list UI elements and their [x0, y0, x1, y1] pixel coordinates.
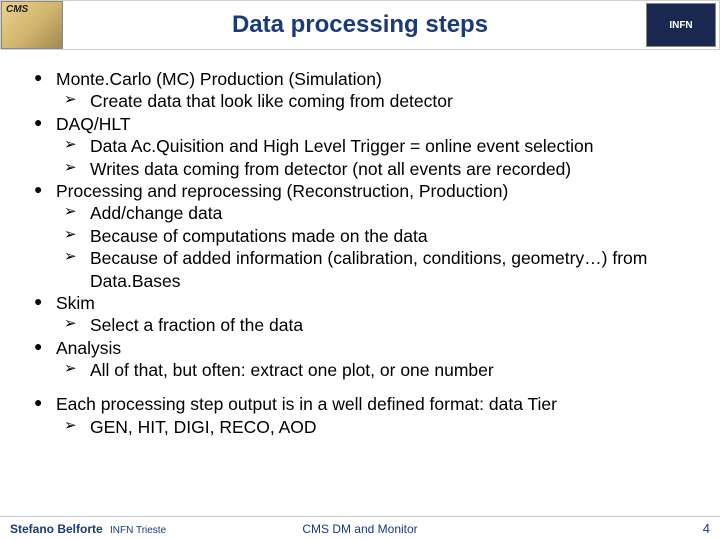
author-affiliation: INFN Trieste — [110, 525, 166, 536]
footer-bar: Stefano Belforte INFN Trieste CMS DM and… — [0, 516, 720, 540]
bullet-sub-item: Data Ac.Quisition and High Level Trigger… — [64, 135, 690, 157]
bullet-sub-item: Because of computations made on the data — [64, 225, 690, 247]
bullet-sub-item: All of that, but often: extract one plot… — [64, 359, 690, 381]
slide-title: Data processing steps — [232, 11, 488, 39]
bullet-sub-item: GEN, HIT, DIGI, RECO, AOD — [64, 416, 690, 438]
bullet-sub-item: Because of added information (calibratio… — [64, 247, 690, 292]
bullet-item: Monte.Carlo (MC) Production (Simulation) — [34, 68, 690, 90]
bullet-item: Skim — [34, 292, 690, 314]
footer-author: Stefano Belforte INFN Trieste — [10, 522, 166, 536]
bullet-item: Processing and reprocessing (Reconstruct… — [34, 180, 690, 202]
bullet-sub-item: Select a fraction of the data — [64, 314, 690, 336]
bullet-sub-item: Writes data coming from detector (not al… — [64, 158, 690, 180]
bullet-sub-item: Create data that look like coming from d… — [64, 90, 690, 112]
author-name: Stefano Belforte — [10, 522, 103, 536]
bullet-item: DAQ/HLT — [34, 113, 690, 135]
bullet-sub-item: Add/change data — [64, 202, 690, 224]
header-bar: Data processing steps INFN — [0, 0, 720, 50]
bullet-item: Each processing step output is in a well… — [34, 393, 690, 415]
bullet-item: Analysis — [34, 337, 690, 359]
page-number: 4 — [703, 521, 710, 536]
infn-logo: INFN — [646, 3, 716, 47]
cms-logo — [1, 1, 63, 49]
footer-center-text: CMS DM and Monitor — [302, 522, 417, 536]
slide-content: Monte.Carlo (MC) Production (Simulation)… — [0, 50, 720, 446]
